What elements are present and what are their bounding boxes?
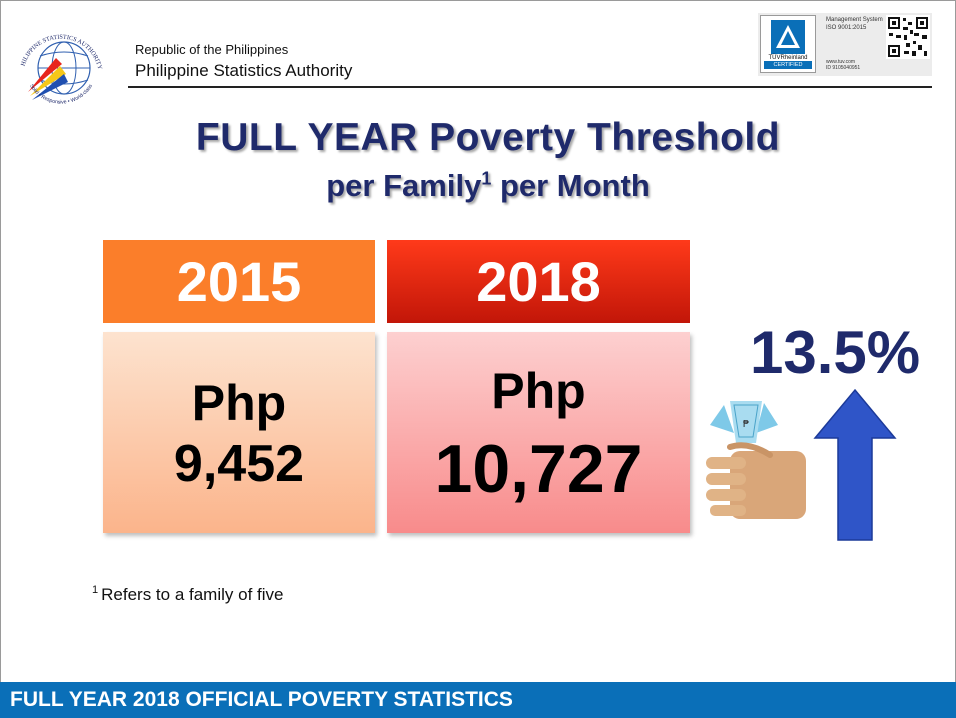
footnote-reference: 1	[481, 168, 492, 189]
svg-text:₱: ₱	[743, 419, 749, 430]
threshold-value-2018: Php 10,727	[387, 332, 690, 533]
iso-certification-badge: TÜVRheinland CERTIFIED Management System…	[758, 13, 932, 76]
org-line-psa: Philippine Statistics Authority	[135, 61, 353, 80]
footer-banner: FULL YEAR 2018 OFFICIAL POVERTY STATISTI…	[0, 682, 956, 718]
tuv-brand: TÜVRheinland	[768, 55, 808, 61]
slide-title: FULL YEAR Poverty Threshold	[195, 116, 781, 159]
banknotes-icon: ₱	[710, 401, 778, 443]
footer-banner-text: FULL YEAR 2018 OFFICIAL POVERTY STATISTI…	[10, 688, 513, 711]
certified-label: CERTIFIED	[764, 61, 812, 69]
amount-value: 10,727	[434, 431, 643, 507]
tuv-triangle-icon	[771, 20, 805, 54]
year-header-2018: 2018	[387, 240, 690, 323]
year-header-2015: 2015	[103, 240, 375, 323]
cert-web-id: www.tuv.com ID 9105040951	[826, 59, 861, 71]
fist-icon	[706, 442, 806, 519]
amount-value: 9,452	[173, 435, 305, 493]
currency-label: Php	[191, 375, 287, 431]
tuv-logo: TÜVRheinland CERTIFIED	[760, 15, 816, 73]
org-line-republic: Republic of the Philippines	[135, 42, 289, 57]
psa-logo: PHILIPPINE STATISTICS AUTHORITY Solid • …	[12, 18, 103, 106]
qr-code-icon	[886, 15, 930, 59]
up-arrow-icon	[813, 388, 897, 541]
organization-name: Republic of the Philippines Philippine S…	[135, 42, 352, 82]
currency-label: Php	[491, 363, 586, 419]
money-hand-and-up-arrow: ₱	[706, 388, 897, 541]
management-system-text: Management System ISO 9001:2015	[826, 17, 883, 31]
footnote: 1 Refers to a family of five	[92, 584, 284, 604]
slide-subtitle: per Family1 per Month	[326, 168, 650, 203]
increase-percentage: 13.5%	[750, 319, 921, 386]
threshold-value-2015: Php 9,452	[103, 332, 375, 533]
header-divider	[128, 86, 932, 88]
